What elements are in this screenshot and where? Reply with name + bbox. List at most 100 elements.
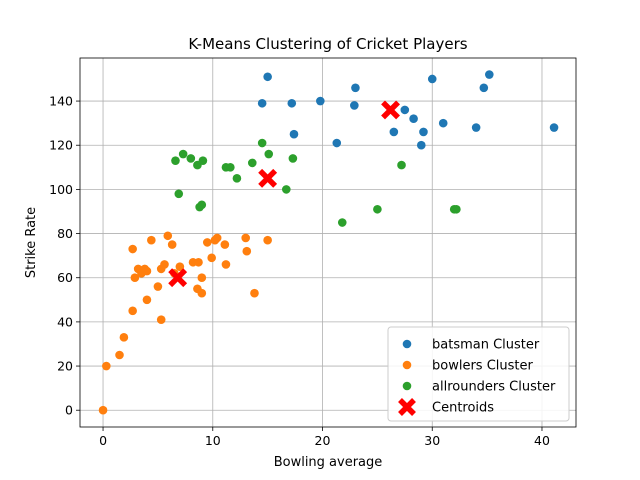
data-point bbox=[130, 273, 140, 283]
x-tick-label: 30 bbox=[424, 433, 440, 448]
data-point bbox=[337, 218, 347, 227]
legend-marker bbox=[402, 339, 412, 349]
data-point bbox=[373, 204, 382, 214]
data-point bbox=[247, 158, 257, 168]
data-point bbox=[202, 238, 212, 247]
data-point bbox=[171, 156, 180, 165]
data-point bbox=[257, 138, 267, 148]
data-point bbox=[186, 154, 196, 163]
data-point bbox=[128, 244, 137, 254]
chart-title: K-Means Clustering of Cricket Players bbox=[188, 35, 467, 53]
data-point bbox=[226, 163, 235, 172]
x-marker bbox=[258, 168, 278, 188]
data-point bbox=[115, 350, 124, 360]
legend-entry-label: allrounders Cluster bbox=[432, 380, 556, 395]
x-axis-label: Bowling average bbox=[274, 455, 383, 470]
data-point bbox=[282, 185, 291, 194]
x-tick-label: 20 bbox=[315, 433, 331, 448]
centroid-marker bbox=[381, 100, 400, 120]
data-point bbox=[142, 295, 152, 305]
legend-marker bbox=[398, 398, 416, 416]
data-point bbox=[263, 235, 272, 245]
data-point bbox=[400, 105, 410, 115]
legend-entry-label: Centroids bbox=[432, 401, 494, 416]
x-marker bbox=[398, 398, 416, 416]
data-point bbox=[332, 138, 342, 148]
data-point bbox=[163, 231, 173, 241]
data-point bbox=[389, 127, 399, 137]
data-point bbox=[98, 405, 108, 415]
data-points bbox=[98, 70, 559, 415]
data-point bbox=[427, 74, 437, 84]
legend: batsman Cluster bowlers Cluster allrounder… bbox=[387, 326, 570, 422]
y-axis-label: Strike Rate bbox=[24, 207, 39, 278]
data-point bbox=[549, 123, 559, 132]
axis-ticks: 0 10 20 30 40 0 20 40 60 80 100 120 140 bbox=[49, 94, 550, 448]
legend-marker bbox=[402, 360, 412, 370]
data-point bbox=[198, 156, 208, 165]
data-point bbox=[241, 233, 250, 243]
data-point bbox=[438, 118, 448, 128]
plot-frame bbox=[79, 57, 577, 428]
data-point bbox=[197, 200, 207, 210]
data-point bbox=[102, 361, 111, 371]
data-point bbox=[242, 246, 252, 256]
legend-box bbox=[387, 326, 570, 422]
centroid-marker bbox=[168, 268, 188, 288]
data-point bbox=[175, 262, 185, 271]
data-point bbox=[128, 306, 137, 316]
data-point bbox=[350, 101, 359, 110]
y-tick-label: 140 bbox=[49, 94, 73, 109]
data-point bbox=[178, 149, 188, 159]
grid-lines bbox=[80, 58, 576, 427]
data-point bbox=[207, 253, 216, 263]
data-point bbox=[194, 257, 203, 267]
legend-entry-label: bowlers Cluster bbox=[432, 359, 533, 374]
data-point bbox=[160, 260, 169, 269]
x-tick-label: 10 bbox=[205, 433, 221, 448]
data-point bbox=[452, 204, 461, 214]
data-point bbox=[212, 233, 222, 243]
y-tick-label: 0 bbox=[65, 403, 73, 418]
legend-entry-label: batsman Cluster bbox=[432, 338, 540, 353]
y-tick-label: 120 bbox=[49, 138, 73, 153]
x-marker bbox=[168, 268, 188, 288]
data-point bbox=[167, 240, 177, 249]
data-point bbox=[479, 83, 489, 93]
x-tick-label: 40 bbox=[534, 433, 550, 448]
data-point bbox=[289, 129, 299, 139]
data-point bbox=[221, 260, 231, 269]
x-marker bbox=[381, 100, 400, 120]
data-point bbox=[257, 98, 267, 108]
x-tick-label: 0 bbox=[99, 433, 107, 448]
data-point bbox=[232, 174, 242, 183]
data-point bbox=[263, 72, 272, 82]
y-tick-label: 60 bbox=[57, 270, 73, 285]
data-point bbox=[419, 127, 428, 137]
data-point bbox=[287, 98, 297, 108]
data-point bbox=[174, 189, 184, 199]
data-point bbox=[351, 83, 360, 93]
data-point bbox=[288, 154, 298, 163]
data-point bbox=[153, 282, 163, 291]
data-point bbox=[147, 235, 156, 245]
data-point bbox=[142, 266, 152, 276]
data-point bbox=[485, 70, 494, 79]
data-point bbox=[119, 333, 129, 342]
data-point bbox=[397, 160, 406, 170]
y-tick-label: 20 bbox=[57, 359, 73, 374]
data-point bbox=[316, 96, 325, 106]
data-point bbox=[264, 149, 274, 159]
data-point bbox=[156, 315, 166, 324]
centroid-marker bbox=[258, 168, 278, 188]
data-point bbox=[220, 240, 230, 249]
y-tick-label: 80 bbox=[57, 226, 73, 241]
y-tick-label: 100 bbox=[49, 182, 73, 197]
data-point bbox=[471, 123, 481, 132]
legend-marker bbox=[402, 381, 412, 391]
data-point bbox=[197, 288, 207, 298]
y-tick-label: 40 bbox=[57, 314, 73, 329]
data-point bbox=[250, 288, 259, 298]
data-point bbox=[416, 140, 426, 150]
